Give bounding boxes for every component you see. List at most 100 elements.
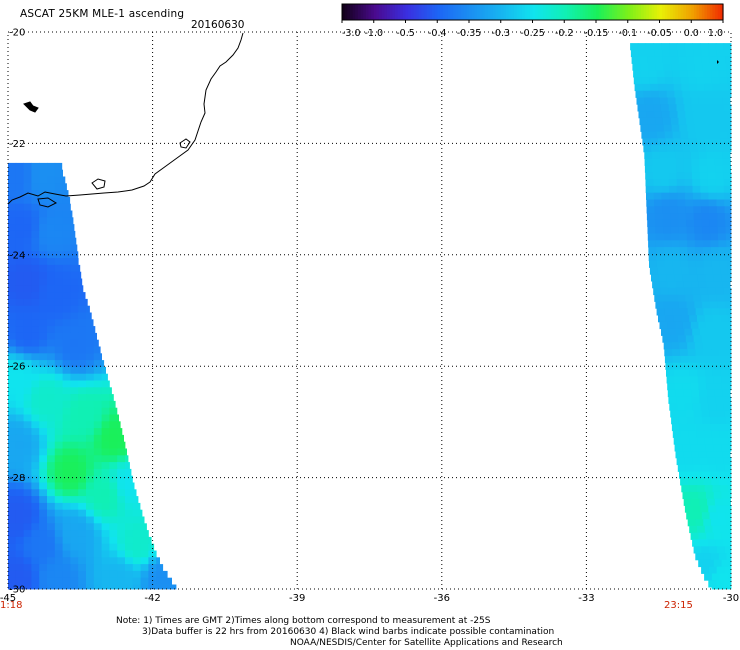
heatmap-cell <box>642 138 651 146</box>
heatmap-cell <box>86 305 90 313</box>
heatmap-cell <box>70 244 78 252</box>
heatmap-cell <box>8 536 17 545</box>
heatmap-cell <box>700 185 709 194</box>
heatmap-cell <box>640 124 649 132</box>
heatmap-cell <box>23 176 32 184</box>
heatmap-cell <box>39 482 48 490</box>
heatmap-cell <box>692 287 701 296</box>
heatmap-cell <box>78 441 87 449</box>
heatmap-cell <box>691 97 700 105</box>
heatmap-cell <box>638 111 647 119</box>
heatmap-cell <box>70 489 79 497</box>
heatmap-cell <box>117 523 126 531</box>
heatmap-cell <box>15 557 24 565</box>
colorbar-tick-label: 0.0 <box>684 28 699 39</box>
heatmap-cell <box>148 577 157 585</box>
heatmap-cell <box>694 117 703 126</box>
heatmap-cell <box>86 332 95 341</box>
heatmap-cell <box>670 335 679 343</box>
colorbar-tick-label: -0.5 <box>396 28 415 39</box>
heatmap-cell <box>688 131 697 139</box>
heatmap-cell <box>692 192 701 200</box>
heatmap-cell <box>676 172 685 180</box>
heatmap-cell <box>684 185 693 194</box>
colorbar-swatch <box>421 4 425 20</box>
heatmap-cell <box>641 77 650 85</box>
heatmap-cell <box>23 346 32 354</box>
heatmap-cell <box>23 400 32 409</box>
heatmap-cell <box>23 183 32 191</box>
heatmap-cell <box>697 138 706 146</box>
colorbar-swatch <box>643 4 647 20</box>
heatmap-cell <box>31 428 40 436</box>
heatmap-cell <box>728 138 732 146</box>
heatmap-cell <box>699 389 708 398</box>
heatmap-cell <box>23 196 32 205</box>
heatmap-cell <box>70 237 77 245</box>
heatmap-cell <box>54 183 63 191</box>
heatmap-cell <box>682 274 691 282</box>
heatmap-cell <box>8 414 17 422</box>
heatmap-cell <box>117 421 121 429</box>
heatmap-cell <box>708 43 717 51</box>
heatmap-cell <box>140 550 149 558</box>
heatmap-cell <box>31 414 40 422</box>
heatmap-cell <box>31 577 40 585</box>
heatmap-cell <box>664 260 673 268</box>
heatmap-cell <box>711 573 721 581</box>
x-tick-label: -33 <box>578 593 594 604</box>
colorbar-swatch <box>379 4 383 20</box>
colorbar-swatch <box>442 4 446 20</box>
heatmap-cell <box>692 43 701 51</box>
heatmap-cell <box>125 468 132 477</box>
heatmap-cell <box>62 346 71 354</box>
heatmap-cell <box>86 407 95 415</box>
heatmap-cell <box>675 389 684 398</box>
heatmap-cell <box>693 49 702 58</box>
heatmap-cell <box>687 342 696 350</box>
heatmap-cell <box>729 145 732 153</box>
heatmap-cell <box>15 441 24 449</box>
colorbar-tick-label: -3.0 <box>342 28 361 39</box>
heatmap-cell <box>54 278 63 286</box>
heatmap-cell <box>109 502 118 511</box>
heatmap-cell <box>692 505 701 513</box>
heatmap-cell <box>726 253 732 262</box>
heatmap-cell <box>15 230 24 239</box>
heatmap-cell <box>54 346 63 354</box>
heatmap-cell <box>698 444 707 452</box>
heatmap-cell <box>719 573 728 581</box>
heatmap-cell <box>93 496 102 504</box>
heatmap-cell <box>101 523 110 531</box>
heatmap-cell <box>667 389 676 398</box>
heatmap-cell <box>23 577 32 585</box>
heatmap-cell <box>93 462 102 470</box>
heatmap-cell <box>31 326 40 334</box>
colorbar-swatch <box>342 4 346 20</box>
heatmap-cell <box>680 478 689 486</box>
heatmap-cell <box>691 396 700 404</box>
heatmap-cell <box>47 577 56 585</box>
heatmap-cell <box>691 165 700 173</box>
heatmap-cell <box>125 482 134 490</box>
heatmap-cell <box>31 455 40 463</box>
heatmap-cell <box>721 559 730 568</box>
heatmap-cell <box>649 267 659 275</box>
heatmap-cell <box>62 421 71 429</box>
heatmap-cell <box>679 423 688 432</box>
heatmap-cell <box>685 410 694 418</box>
heatmap-cell <box>699 396 708 404</box>
heatmap-cell <box>714 151 723 160</box>
heatmap-cell <box>670 410 679 418</box>
heatmap-cell <box>15 373 24 381</box>
heatmap-cell <box>698 383 707 391</box>
heatmap-cell <box>725 226 732 234</box>
heatmap-cell <box>693 199 702 207</box>
heatmap-cell <box>31 380 40 388</box>
heatmap-cell <box>727 587 732 590</box>
heatmap-cell <box>694 226 703 234</box>
heatmap-cell <box>23 162 32 171</box>
heatmap-cell <box>93 577 102 585</box>
heatmap-cell <box>678 226 687 234</box>
heatmap-cell <box>15 271 24 279</box>
